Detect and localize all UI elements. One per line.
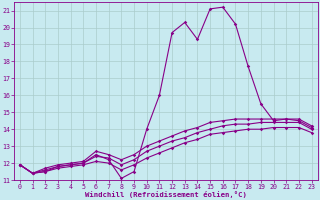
X-axis label: Windchill (Refroidissement éolien,°C): Windchill (Refroidissement éolien,°C) [85,191,247,198]
